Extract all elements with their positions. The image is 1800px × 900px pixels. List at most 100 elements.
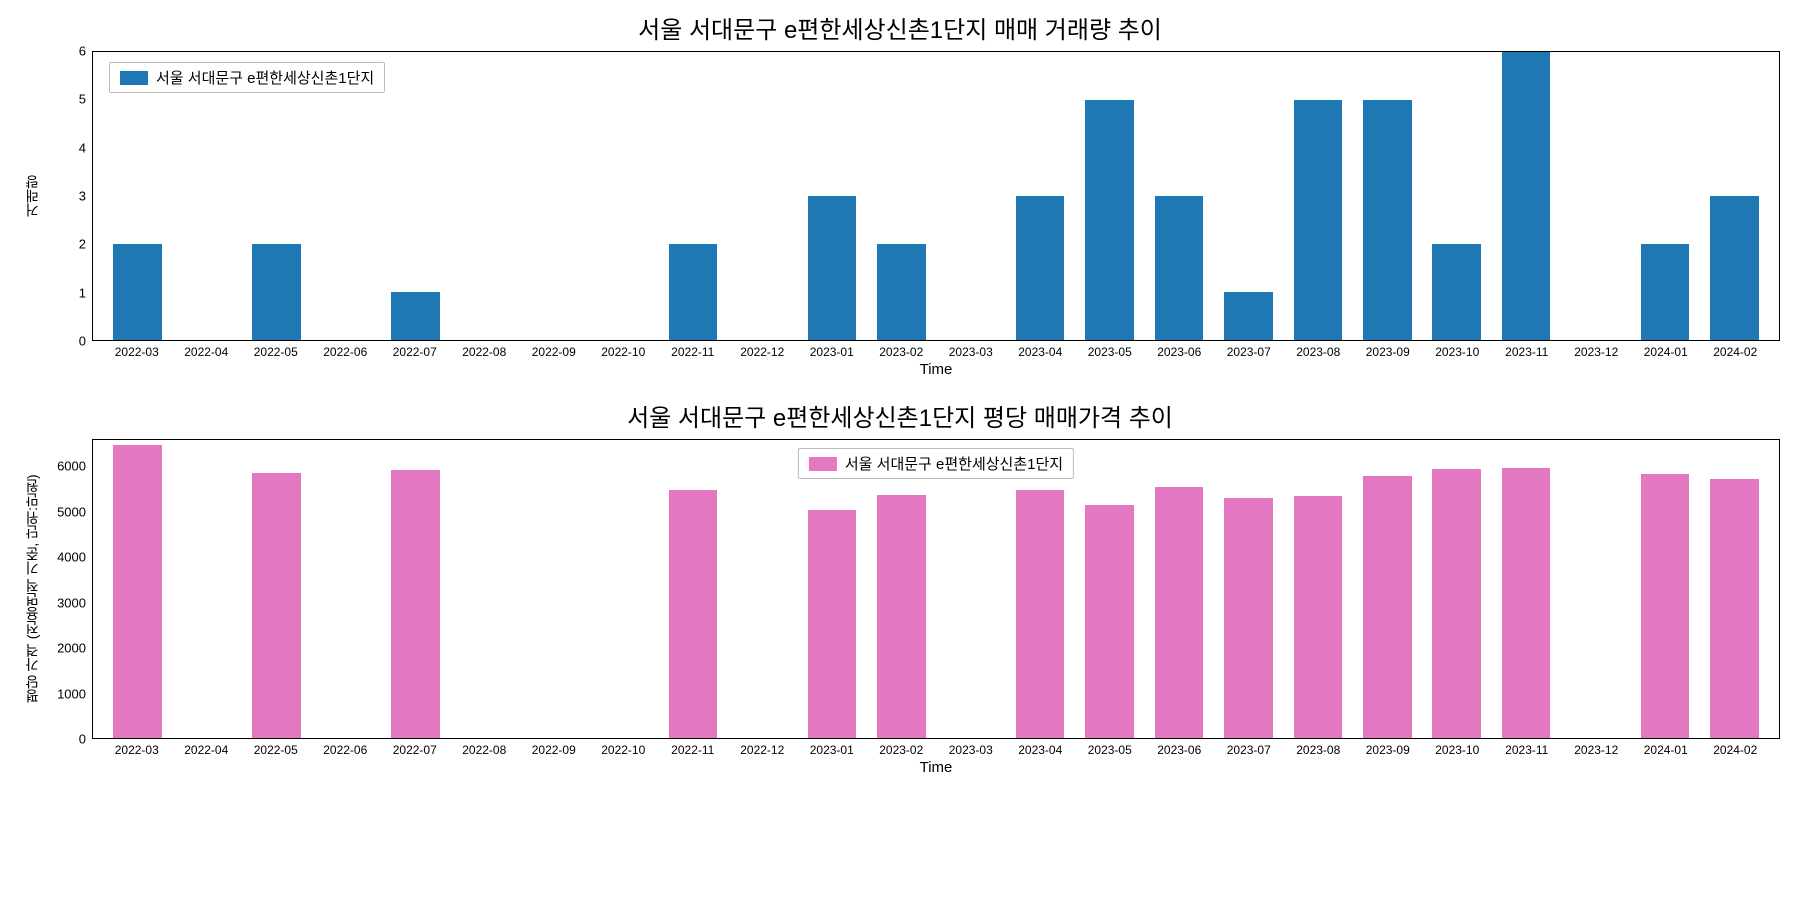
bar-slot xyxy=(867,440,936,738)
x-tick: 2023-11 xyxy=(1492,743,1562,757)
y-tick: 5000 xyxy=(57,504,86,519)
x-tick: 2022-10 xyxy=(589,345,659,359)
bar xyxy=(808,510,857,738)
bar-slot xyxy=(450,440,519,738)
bar xyxy=(1363,100,1412,340)
bar xyxy=(391,470,440,738)
x-tick: 2024-02 xyxy=(1701,743,1771,757)
bar xyxy=(1155,487,1204,738)
x-tick: 2023-12 xyxy=(1562,743,1632,757)
x-tick: 2022-12 xyxy=(728,345,798,359)
volume-x-axis-label: Time xyxy=(92,361,1780,378)
x-tick: 2023-12 xyxy=(1562,345,1632,359)
bar-slot xyxy=(311,52,380,340)
x-tick: 2023-05 xyxy=(1075,743,1145,757)
price-x-ticks: 2022-032022-042022-052022-062022-072022-… xyxy=(92,739,1780,757)
price-plot-area: 서울 서대문구 e편한세상신촌1단지 xyxy=(92,439,1780,739)
bar xyxy=(1294,100,1343,340)
bar xyxy=(1224,498,1273,738)
y-tick: 0 xyxy=(79,732,86,747)
bar xyxy=(1641,474,1690,738)
x-tick: 2022-03 xyxy=(102,345,172,359)
volume-y-ticks: 0123456 xyxy=(44,51,92,341)
x-tick: 2024-01 xyxy=(1631,345,1701,359)
x-tick: 2023-09 xyxy=(1353,345,1423,359)
price-chart-title: 서울 서대문구 e편한세상신촌1단지 평당 매매가격 추이 xyxy=(20,398,1780,433)
x-tick: 2023-06 xyxy=(1145,743,1215,757)
volume-chart-wrapper: 서울 서대문구 e편한세상신촌1단지 매매 거래량 추이 거래량 0123456… xyxy=(20,10,1780,378)
x-tick: 2022-09 xyxy=(519,743,589,757)
bar-slot xyxy=(589,52,658,340)
bar-slot xyxy=(450,52,519,340)
x-tick: 2023-01 xyxy=(797,743,867,757)
bar-slot xyxy=(1630,440,1699,738)
bar-slot xyxy=(172,52,241,340)
bar-slot xyxy=(1700,52,1769,340)
price-x-axis-label: Time xyxy=(92,759,1780,776)
volume-x-ticks: 2022-032022-042022-052022-062022-072022-… xyxy=(92,341,1780,359)
bar-slot xyxy=(520,52,589,340)
price-bars xyxy=(93,440,1779,738)
x-tick: 2023-07 xyxy=(1214,743,1284,757)
bar-slot xyxy=(1353,440,1422,738)
y-tick: 4 xyxy=(79,140,86,155)
bar-slot xyxy=(658,52,727,340)
price-plot-row: 평당 가격 (전용면적 기준, 단위:만원) 01000200030004000… xyxy=(20,439,1780,739)
bar-slot xyxy=(1422,440,1491,738)
volume-chart-title: 서울 서대문구 e편한세상신촌1단지 매매 거래량 추이 xyxy=(20,10,1780,45)
bar xyxy=(1502,52,1551,340)
bar-slot xyxy=(728,52,797,340)
x-tick: 2023-01 xyxy=(797,345,867,359)
bar-slot xyxy=(1630,52,1699,340)
y-tick: 6000 xyxy=(57,459,86,474)
x-tick: 2022-04 xyxy=(172,345,242,359)
x-tick: 2022-05 xyxy=(241,345,311,359)
x-tick: 2024-01 xyxy=(1631,743,1701,757)
x-tick: 2022-08 xyxy=(450,345,520,359)
y-tick: 3 xyxy=(79,189,86,204)
bar xyxy=(1155,196,1204,340)
y-tick: 0 xyxy=(79,334,86,349)
y-tick: 1000 xyxy=(57,686,86,701)
y-tick: 4000 xyxy=(57,550,86,565)
x-tick: 2022-10 xyxy=(589,743,659,757)
x-tick: 2023-11 xyxy=(1492,345,1562,359)
bar xyxy=(1432,469,1481,738)
x-tick: 2023-10 xyxy=(1423,345,1493,359)
price-y-axis-label: 평당 가격 (전용면적 기준, 단위:만원) xyxy=(20,439,44,739)
bar xyxy=(877,244,926,340)
x-tick: 2023-03 xyxy=(936,345,1006,359)
bar-slot xyxy=(242,52,311,340)
bar-slot xyxy=(1422,52,1491,340)
bar-slot xyxy=(103,440,172,738)
bar-slot xyxy=(1491,440,1560,738)
bar-slot xyxy=(103,52,172,340)
bar xyxy=(1363,476,1412,738)
x-tick: 2022-08 xyxy=(450,743,520,757)
bar-slot xyxy=(1075,52,1144,340)
bar-slot xyxy=(311,440,380,738)
x-tick: 2022-06 xyxy=(311,345,381,359)
bar xyxy=(1502,468,1551,738)
x-tick: 2023-08 xyxy=(1284,743,1354,757)
bar-slot xyxy=(589,440,658,738)
volume-y-axis-label: 거래량 xyxy=(20,51,44,341)
bar xyxy=(113,244,162,340)
bar-slot xyxy=(1283,440,1352,738)
bar xyxy=(252,244,301,340)
x-tick: 2022-11 xyxy=(658,345,728,359)
y-tick: 6 xyxy=(79,44,86,59)
bar xyxy=(1641,244,1690,340)
bar xyxy=(1710,479,1759,738)
x-tick: 2023-03 xyxy=(936,743,1006,757)
bar-slot xyxy=(1144,440,1213,738)
bar-slot xyxy=(1491,52,1560,340)
x-tick: 2022-05 xyxy=(241,743,311,757)
x-tick: 2023-10 xyxy=(1423,743,1493,757)
bar-slot xyxy=(936,440,1005,738)
volume-plot-area: 서울 서대문구 e편한세상신촌1단지 xyxy=(92,51,1780,341)
x-tick: 2023-08 xyxy=(1284,345,1354,359)
bar xyxy=(252,473,301,738)
bar xyxy=(1085,100,1134,340)
x-tick: 2022-11 xyxy=(658,743,728,757)
